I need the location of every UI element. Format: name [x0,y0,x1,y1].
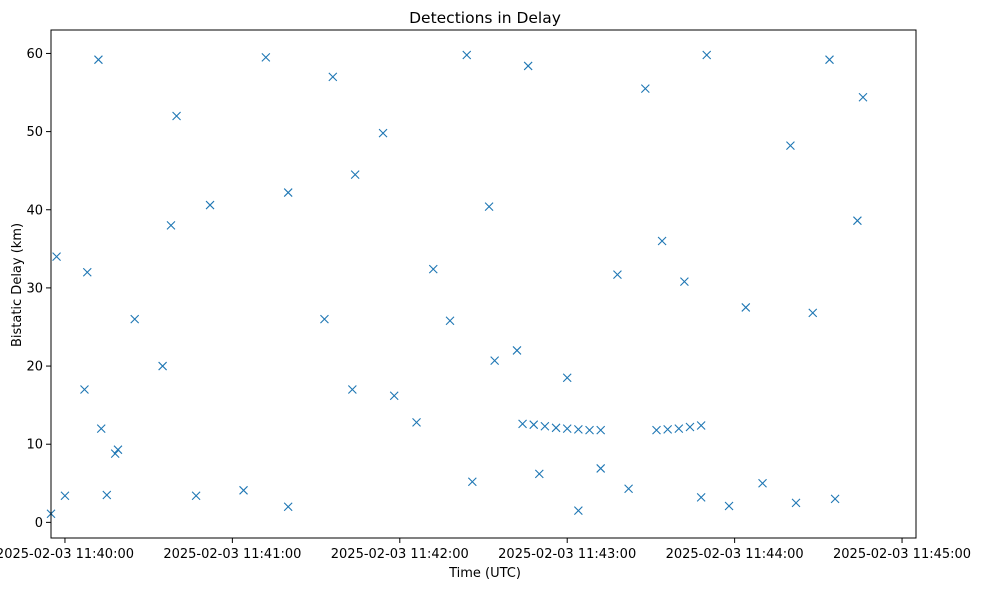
data-point [512,346,522,355]
x-tick-label: 2025-02-03 11:40:00 [0,547,134,562]
data-point [82,267,92,277]
y-tick-label: 10 [26,438,43,453]
data-point [80,385,89,394]
data-point [378,128,388,138]
data-point [825,55,834,65]
data-point [791,498,801,508]
data-point [741,303,751,312]
data-point [830,494,840,504]
data-point [540,421,550,431]
y-tick-label: 40 [26,203,43,218]
data-point [94,55,103,65]
data-point [412,417,421,427]
data-point [523,61,533,71]
data-point [562,424,572,433]
data-point [696,492,706,502]
data-point [585,425,594,435]
data-point [283,188,293,197]
data-point [657,236,667,246]
data-point [724,501,734,511]
y-axis: 0 10 20 30 40 50 60 [26,47,51,531]
data-point [685,422,695,432]
x-tick-label: 2025-02-03 11:44:00 [666,547,804,562]
plot-frame [50,29,917,539]
data-point [328,72,338,82]
data-point [573,506,583,516]
y-tick-label: 60 [26,47,43,62]
y-axis-label: Bistatic Delay (km) [10,223,25,347]
y-tick-label: 50 [26,125,43,140]
data-point [261,52,271,62]
data-point [96,424,106,433]
x-tick-label: 2025-02-03 11:41:00 [163,547,301,562]
data-point [562,373,572,383]
x-axis-label: Time (UTC) [448,566,521,581]
x-tick-label: 2025-02-03 11:45:00 [833,547,971,562]
data-point [758,478,767,488]
data-point [239,485,248,495]
data-point [696,421,706,430]
data-point [320,314,329,324]
data-point [652,425,661,435]
data-point [529,420,539,430]
x-tick-label: 2025-02-03 11:42:00 [331,547,469,562]
data-point [172,111,181,121]
data-point [640,84,650,94]
data-point [573,424,583,434]
chart-title: Detections in Delay [409,9,561,27]
data-point [428,264,438,274]
data-point [680,277,689,287]
data-point [102,490,112,500]
data-point [347,385,357,394]
y-tick-label: 30 [26,281,43,296]
data-point [166,220,176,230]
x-tick-label: 2025-02-03 11:43:00 [498,547,636,562]
data-point [462,50,472,60]
data-point [389,391,399,401]
y-tick-label: 0 [35,516,43,531]
y-tick-label: 20 [26,360,43,375]
data-point [283,502,293,512]
data-point [596,464,606,473]
data-point [205,200,215,210]
data-point [52,252,61,262]
data-point [808,308,818,318]
data-point [113,445,123,455]
data-point [110,449,120,458]
data-point [484,202,494,212]
data-point [518,419,527,429]
data-point [130,314,140,324]
data-point [490,356,500,365]
data-point [467,477,477,487]
data-point [350,170,360,179]
data-point [663,424,673,434]
plot-area [46,50,868,519]
data-point [702,50,712,60]
data-point [596,425,606,435]
data-point [674,424,684,433]
data-point [534,469,544,479]
data-point [786,141,795,151]
data-point [60,491,70,501]
data-point [445,316,455,326]
data-point [853,216,862,226]
data-point [158,361,168,371]
data-point [624,484,633,494]
data-point [858,92,868,102]
data-point [551,423,561,433]
x-axis: 2025-02-03 11:40:00 2025-02-03 11:41:00 20… [0,538,971,562]
data-point [191,491,201,501]
data-point [613,270,622,280]
